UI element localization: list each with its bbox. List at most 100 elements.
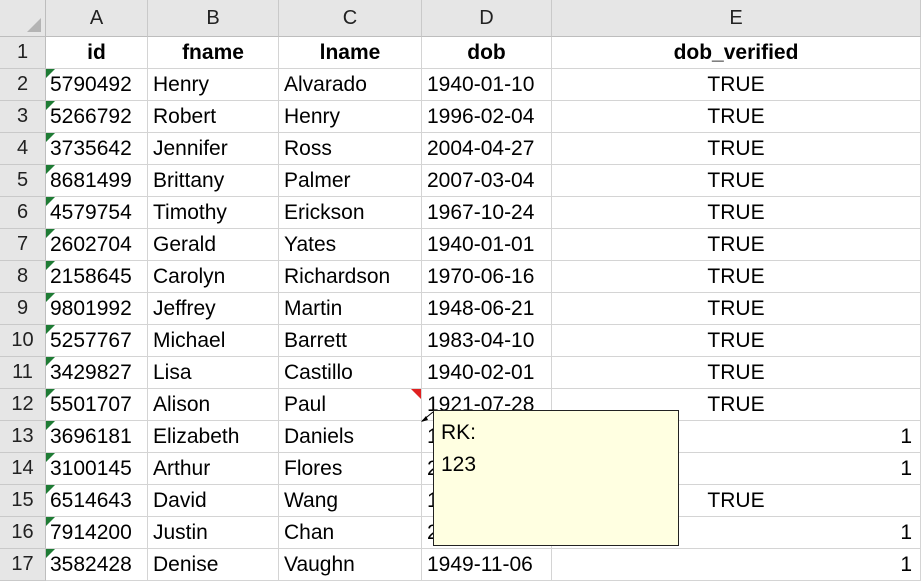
row-header-14[interactable]: 14 <box>0 453 46 485</box>
cell-A10[interactable]: 5257767 <box>46 325 148 357</box>
row-header-16[interactable]: 16 <box>0 517 46 549</box>
cell-B15[interactable]: David <box>148 485 279 517</box>
cell-B10[interactable]: Michael <box>148 325 279 357</box>
cell-D5[interactable]: 2007-03-04 <box>422 165 552 197</box>
cell-A5[interactable]: 8681499 <box>46 165 148 197</box>
cell-C14[interactable]: Flores <box>279 453 422 485</box>
row-header-10[interactable]: 10 <box>0 325 46 357</box>
cell-A16[interactable]: 7914200 <box>46 517 148 549</box>
cell-D7[interactable]: 1940-01-01 <box>422 229 552 261</box>
cell-A6[interactable]: 4579754 <box>46 197 148 229</box>
cell-value: Jennifer <box>153 136 228 160</box>
cell-value: Denise <box>153 552 219 576</box>
cell-B9[interactable]: Jeffrey <box>148 293 279 325</box>
cell-B14[interactable]: Arthur <box>148 453 279 485</box>
cell-B16[interactable]: Justin <box>148 517 279 549</box>
comment-indicator[interactable] <box>411 389 421 399</box>
cell-B13[interactable]: Elizabeth <box>148 421 279 453</box>
cell-C8[interactable]: Richardson <box>279 261 422 293</box>
cell-C5[interactable]: Palmer <box>279 165 422 197</box>
cell-value: Vaughn <box>284 552 355 576</box>
row-header-15[interactable]: 15 <box>0 485 46 517</box>
cell-B6[interactable]: Timothy <box>148 197 279 229</box>
cell-A12[interactable]: 5501707 <box>46 389 148 421</box>
cell-A2[interactable]: 5790492 <box>46 69 148 101</box>
row-header-13[interactable]: 13 <box>0 421 46 453</box>
cell-value: Alison <box>153 392 211 416</box>
cell-value: Yates <box>284 232 337 256</box>
cell-B7[interactable]: Gerald <box>148 229 279 261</box>
cell-D2[interactable]: 1940-01-10 <box>422 69 552 101</box>
number-stored-as-text-indicator <box>46 325 55 334</box>
row-header-7[interactable]: 7 <box>0 229 46 261</box>
cell-value: 4579754 <box>50 200 132 224</box>
cell-D9[interactable]: 1948-06-21 <box>422 293 552 325</box>
cell-B5[interactable]: Brittany <box>148 165 279 197</box>
cell-A7[interactable]: 2602704 <box>46 229 148 261</box>
row-header-8[interactable]: 8 <box>0 261 46 293</box>
select-all-corner[interactable] <box>0 0 46 37</box>
cell-C6[interactable]: Erickson <box>279 197 422 229</box>
row-header-17[interactable]: 17 <box>0 549 46 581</box>
row-header-2[interactable]: 2 <box>0 69 46 101</box>
cell-C7[interactable]: Yates <box>279 229 422 261</box>
cell-B8[interactable]: Carolyn <box>148 261 279 293</box>
cell-B11[interactable]: Lisa <box>148 357 279 389</box>
number-stored-as-text-indicator <box>46 133 55 142</box>
column-header-C[interactable]: C <box>279 0 422 37</box>
cell-B2[interactable]: Henry <box>148 69 279 101</box>
cell-C16[interactable]: Chan <box>279 517 422 549</box>
cell-A9[interactable]: 9801992 <box>46 293 148 325</box>
cell-C15[interactable]: Wang <box>279 485 422 517</box>
row-header-5[interactable]: 5 <box>0 165 46 197</box>
cell-value: 1967-10-24 <box>427 200 535 224</box>
column-header-E[interactable]: E <box>552 0 921 37</box>
cell-D3[interactable]: 1996-02-04 <box>422 101 552 133</box>
header-cell-dob[interactable]: dob <box>422 37 552 69</box>
cell-C11[interactable]: Castillo <box>279 357 422 389</box>
cell-D11[interactable]: 1940-02-01 <box>422 357 552 389</box>
cell-A14[interactable]: 3100145 <box>46 453 148 485</box>
cell-C9[interactable]: Martin <box>279 293 422 325</box>
header-cell-lname[interactable]: lname <box>279 37 422 69</box>
header-cell-id[interactable]: id <box>46 37 148 69</box>
column-header-B[interactable]: B <box>148 0 279 37</box>
comment-author: RK: <box>441 421 477 444</box>
row-header-4[interactable]: 4 <box>0 133 46 165</box>
row-header-6[interactable]: 6 <box>0 197 46 229</box>
cell-comment[interactable]: RK: 123 <box>433 410 679 546</box>
cell-value: Jeffrey <box>153 296 216 320</box>
cell-B4[interactable]: Jennifer <box>148 133 279 165</box>
cell-C10[interactable]: Barrett <box>279 325 422 357</box>
column-header-A[interactable]: A <box>46 0 148 37</box>
row-header-3[interactable]: 3 <box>0 101 46 133</box>
cell-C2[interactable]: Alvarado <box>279 69 422 101</box>
row-header-11[interactable]: 11 <box>0 357 46 389</box>
cell-D4[interactable]: 2004-04-27 <box>422 133 552 165</box>
cell-A4[interactable]: 3735642 <box>46 133 148 165</box>
cell-A13[interactable]: 3696181 <box>46 421 148 453</box>
cell-D10[interactable]: 1983-04-10 <box>422 325 552 357</box>
cell-C13[interactable]: Daniels <box>279 421 422 453</box>
row-header-12[interactable]: 12 <box>0 389 46 421</box>
column-header-D[interactable]: D <box>422 0 552 37</box>
cell-D8[interactable]: 1970-06-16 <box>422 261 552 293</box>
cell-A3[interactable]: 5266792 <box>46 101 148 133</box>
row-header-1[interactable]: 1 <box>0 37 46 69</box>
cell-value: Henry <box>153 72 210 96</box>
cell-C3[interactable]: Henry <box>279 101 422 133</box>
cell-C4[interactable]: Ross <box>279 133 422 165</box>
cell-D6[interactable]: 1967-10-24 <box>422 197 552 229</box>
cell-B3[interactable]: Robert <box>148 101 279 133</box>
cell-A15[interactable]: 6514643 <box>46 485 148 517</box>
header-cell-fname[interactable]: fname <box>148 37 279 69</box>
cell-C12[interactable]: Paul <box>279 389 422 421</box>
cell-A8[interactable]: 2158645 <box>46 261 148 293</box>
cell-A11[interactable]: 3429827 <box>46 357 148 389</box>
cell-value: 5257767 <box>50 328 132 352</box>
number-stored-as-text-indicator <box>46 69 55 78</box>
cell-B12[interactable]: Alison <box>148 389 279 421</box>
cell-value: Michael <box>153 328 226 352</box>
row-header-9[interactable]: 9 <box>0 293 46 325</box>
